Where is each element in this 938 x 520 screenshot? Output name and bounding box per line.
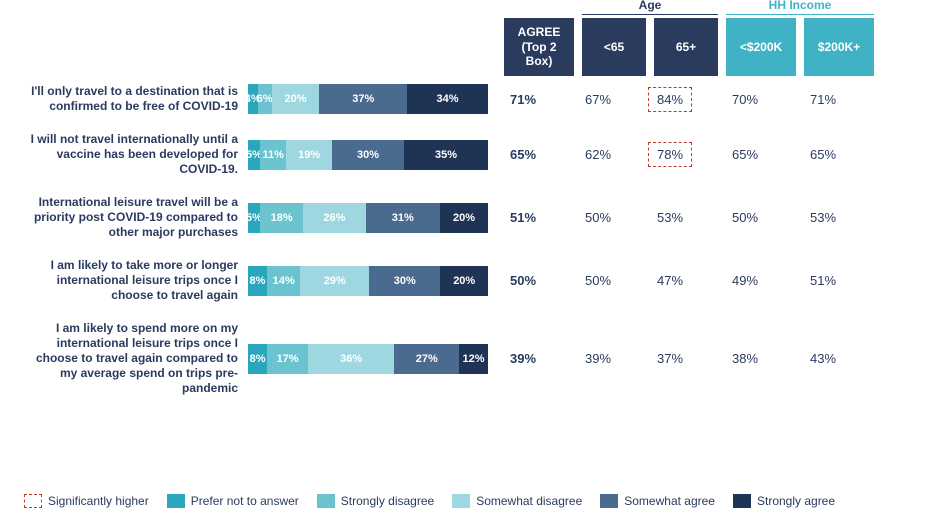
- bar-segment: 34%: [407, 84, 488, 114]
- cell-inc-200p: 43%: [788, 344, 858, 374]
- bar-segment: 20%: [440, 203, 488, 233]
- bar-segment: 18%: [260, 203, 303, 233]
- header-age-65p: 65+: [654, 18, 718, 76]
- bar-segment: 30%: [369, 266, 440, 296]
- stacked-bar: 5%11%19%30%35%: [248, 140, 488, 170]
- group-header-income: HH Income: [726, 0, 874, 12]
- question-label: I'll only travel to a destination that i…: [18, 84, 248, 114]
- bar-segment: 11%: [260, 140, 286, 170]
- bar-segment: 8%: [248, 344, 267, 374]
- legend-swa: Somewhat agree: [600, 494, 715, 508]
- cell-inc-200p: 51%: [788, 266, 858, 296]
- table-row: I am likely to spend more on my internat…: [18, 321, 920, 396]
- bar-segment: 31%: [366, 203, 440, 233]
- legend-swatch-sig: [24, 494, 42, 508]
- cell-age-65p: 78%: [638, 140, 702, 170]
- cell-agree: 71%: [488, 84, 558, 114]
- cell-agree: 51%: [488, 203, 558, 233]
- bar-segment: 5%: [248, 203, 260, 233]
- cell-agree: 65%: [488, 140, 558, 170]
- legend-label-sa: Strongly agree: [757, 494, 835, 508]
- legend-swatch-sa: [733, 494, 751, 508]
- cell-inc-lt200: 38%: [710, 344, 780, 374]
- question-label: International leisure travel will be a p…: [18, 195, 248, 240]
- bar-segment: 36%: [308, 344, 394, 374]
- table-row: I am likely to take more or longer inter…: [18, 258, 920, 303]
- cell-age-lt65: 62%: [566, 140, 630, 170]
- legend-sa: Strongly agree: [733, 494, 835, 508]
- legend-pna: Prefer not to answer: [167, 494, 299, 508]
- cell-agree: 39%: [488, 344, 558, 374]
- bar-segment: 26%: [303, 203, 365, 233]
- cell-inc-200p: 71%: [788, 84, 858, 114]
- bar-segment: 29%: [300, 266, 369, 296]
- bar-segment: 19%: [286, 140, 332, 170]
- bar-segment: 14%: [267, 266, 300, 296]
- data-rows: I'll only travel to a destination that i…: [18, 84, 920, 494]
- bar-segment: 6%: [258, 84, 272, 114]
- question-label: I am likely to take more or longer inter…: [18, 258, 248, 303]
- legend-swd: Somewhat disagree: [452, 494, 582, 508]
- cell-agree: 50%: [488, 266, 558, 296]
- cell-inc-lt200: 70%: [710, 84, 780, 114]
- question-label: I am likely to spend more on my internat…: [18, 321, 248, 396]
- bar-segment: 30%: [332, 140, 404, 170]
- cell-age-lt65: 50%: [566, 203, 630, 233]
- header-agree: AGREE (Top 2 Box): [504, 18, 574, 76]
- cell-inc-lt200: 50%: [710, 203, 780, 233]
- cell-inc-lt200: 65%: [710, 140, 780, 170]
- column-headers: AGREE (Top 2 Box) <65 65+ <$200K $200K+ …: [18, 18, 920, 76]
- bar-segment: 27%: [394, 344, 459, 374]
- legend-swatch-pna: [167, 494, 185, 508]
- bar-segment: 5%: [248, 140, 260, 170]
- cell-inc-200p: 53%: [788, 203, 858, 233]
- legend-sig: Significantly higher: [24, 494, 149, 508]
- stacked-bar: 8%17%36%27%12%: [248, 344, 488, 374]
- question-label: I will not travel internationally until …: [18, 132, 248, 177]
- legend-sd: Strongly disagree: [317, 494, 434, 508]
- cell-age-65p: 53%: [638, 203, 702, 233]
- stacked-bar: 8%14%29%30%20%: [248, 266, 488, 296]
- bar-segment: 20%: [440, 266, 488, 296]
- table-row: International leisure travel will be a p…: [18, 195, 920, 240]
- stacked-bar: 4%6%20%37%34%: [248, 84, 488, 114]
- table-row: I will not travel internationally until …: [18, 132, 920, 177]
- bar-segment: 20%: [272, 84, 320, 114]
- legend-label-sig: Significantly higher: [48, 494, 149, 508]
- bar-segment: 35%: [404, 140, 488, 170]
- cell-age-65p: 37%: [638, 344, 702, 374]
- header-inc-lt200: <$200K: [726, 18, 796, 76]
- legend-swatch-swa: [600, 494, 618, 508]
- cell-age-65p: 84%: [638, 84, 702, 114]
- group-header-age: Age: [582, 0, 718, 12]
- bar-segment: 17%: [267, 344, 308, 374]
- header-inc-200p: $200K+: [804, 18, 874, 76]
- cell-inc-200p: 65%: [788, 140, 858, 170]
- legend-swatch-sd: [317, 494, 335, 508]
- cell-age-65p: 47%: [638, 266, 702, 296]
- cell-age-lt65: 39%: [566, 344, 630, 374]
- cell-age-lt65: 50%: [566, 266, 630, 296]
- legend-label-sd: Strongly disagree: [341, 494, 434, 508]
- table-row: I'll only travel to a destination that i…: [18, 84, 920, 114]
- bar-segment: 8%: [248, 266, 267, 296]
- bar-segment: 37%: [319, 84, 407, 114]
- stacked-bar: 5%18%26%31%20%: [248, 203, 488, 233]
- legend-label-swd: Somewhat disagree: [476, 494, 582, 508]
- legend-label-swa: Somewhat agree: [624, 494, 715, 508]
- legend-label-pna: Prefer not to answer: [191, 494, 299, 508]
- legend-swatch-swd: [452, 494, 470, 508]
- bar-segment: 12%: [459, 344, 488, 374]
- cell-age-lt65: 67%: [566, 84, 630, 114]
- legend: Significantly higher Prefer not to answe…: [18, 494, 920, 508]
- header-age-lt65: <65: [582, 18, 646, 76]
- cell-inc-lt200: 49%: [710, 266, 780, 296]
